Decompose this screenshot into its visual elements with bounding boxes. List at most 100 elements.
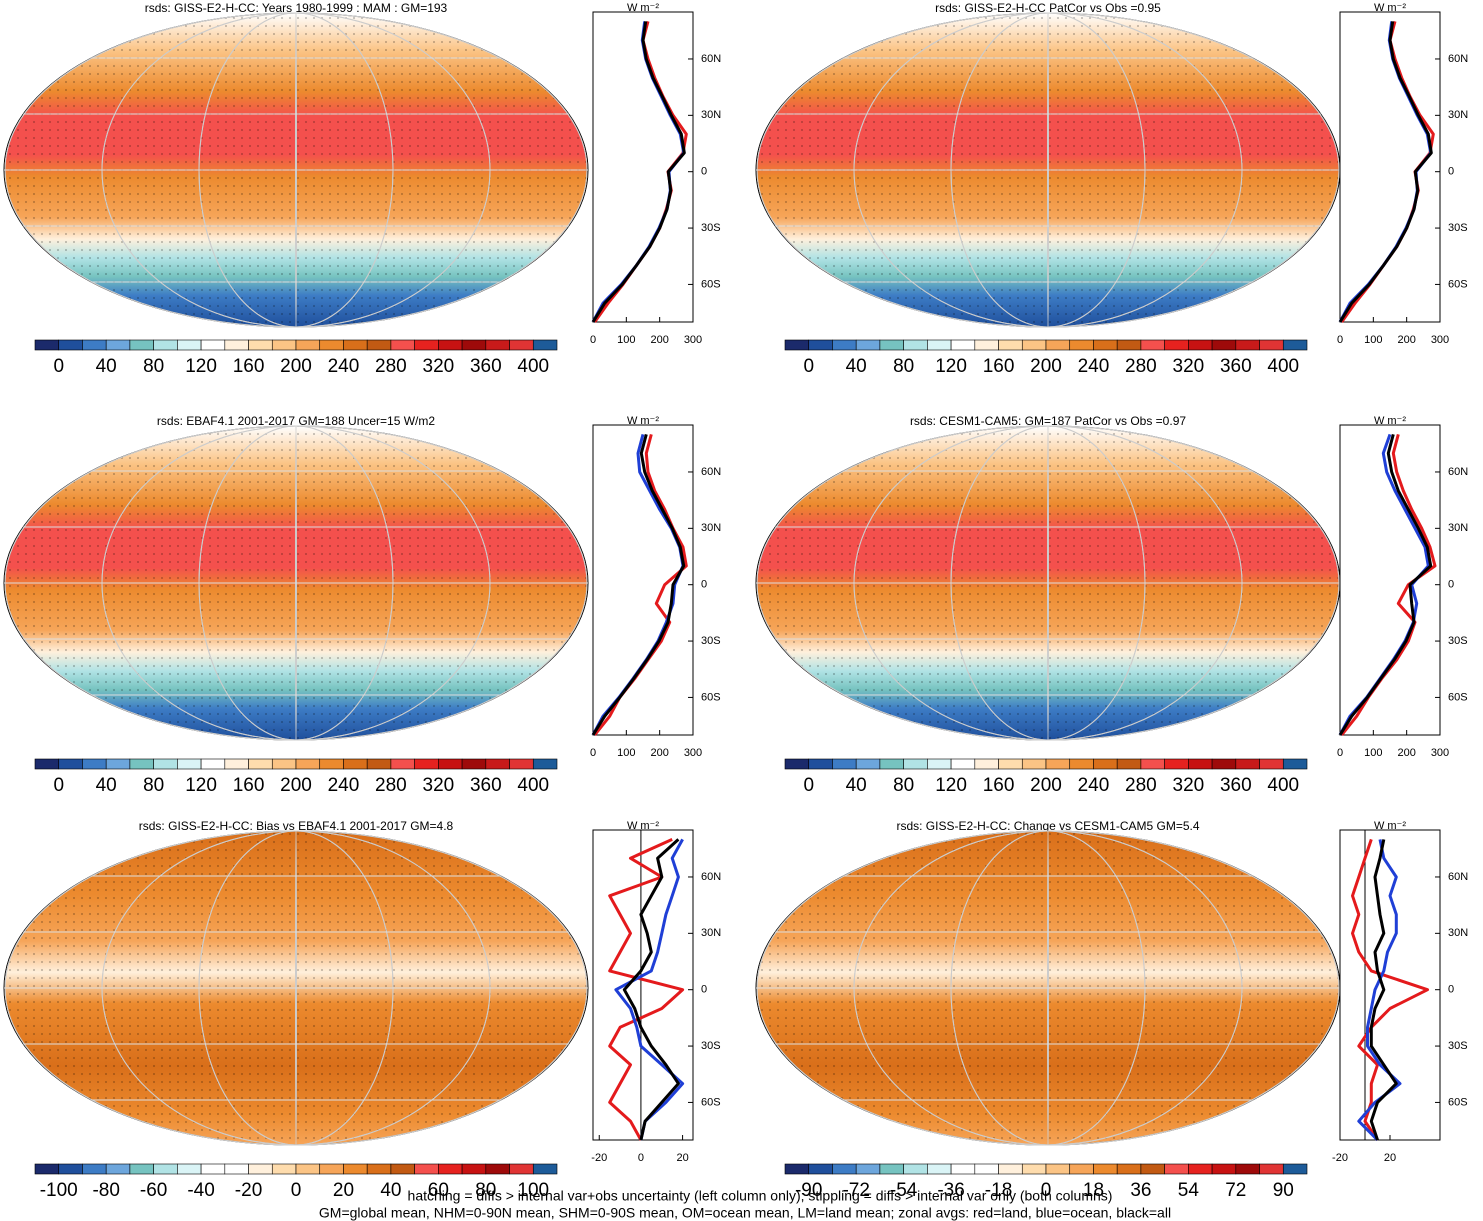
- colorbar-label: 360: [470, 775, 502, 796]
- colorbar-box: [1093, 1163, 1118, 1175]
- zonal-line: [614, 838, 685, 1141]
- colorbar-box: [1140, 339, 1165, 351]
- x-tick-label: 300: [1431, 747, 1449, 759]
- colorbar-box: [1069, 758, 1094, 770]
- colorbar-box: [34, 758, 60, 770]
- colorbar-label: 160: [983, 775, 1015, 796]
- plot-frame: [1339, 11, 1441, 323]
- colorbar-box: [1259, 758, 1284, 770]
- colorbar-box: [82, 339, 107, 351]
- colorbar-label: 280: [375, 356, 407, 377]
- y-tick-label: 0: [1448, 984, 1454, 996]
- colorbar-box: [1282, 758, 1308, 770]
- colorbar-box: [1045, 758, 1071, 770]
- y-tick-label: 30S: [1448, 1040, 1468, 1052]
- x-tick-label: 20: [676, 1152, 688, 1164]
- colorbar-box: [974, 339, 999, 351]
- colorbar-box: [950, 758, 976, 770]
- zonal-line: [622, 838, 680, 1141]
- colorbar-label: 54: [1178, 1180, 1200, 1201]
- colorbar-label: 40: [846, 356, 867, 377]
- colorbar-box: [808, 758, 833, 770]
- colorbar-box: [319, 758, 344, 770]
- colorbar-box: [248, 339, 273, 351]
- plot-frame: [1339, 424, 1441, 736]
- colorbar-box: [879, 339, 904, 351]
- x-tick-label: 200: [1397, 334, 1415, 346]
- y-tick-label: 0: [701, 579, 707, 591]
- y-tick-label: 0: [1448, 579, 1454, 591]
- x-tick-label: 100: [1364, 334, 1382, 346]
- y-tick-label: 60S: [1448, 278, 1468, 290]
- colorbar-box: [438, 758, 463, 770]
- colorbar-box: [366, 1163, 392, 1175]
- colorbar-box: [1116, 1163, 1142, 1175]
- units: W m⁻²: [627, 2, 659, 14]
- colorbar-box: [1282, 339, 1308, 351]
- colorbar-box: [224, 1163, 249, 1175]
- colorbar-label: 80: [893, 356, 914, 377]
- y-tick-label: 30N: [1448, 522, 1468, 534]
- x-tick-label: 300: [1431, 334, 1449, 346]
- colorbar-box: [295, 1163, 321, 1175]
- colorbar-box: [200, 1163, 226, 1175]
- x-tick-label: 300: [684, 334, 702, 346]
- colorbar-box: [248, 1163, 273, 1175]
- colorbar-box: [271, 758, 297, 770]
- colorbar-box: [1021, 339, 1047, 351]
- units: W m⁻²: [627, 820, 659, 832]
- zonal-line: [608, 838, 685, 1141]
- x-tick-label: 200: [1397, 747, 1415, 759]
- y-tick-label: 60S: [701, 278, 721, 290]
- colorbar-label: 240: [1078, 356, 1110, 377]
- colorbar-box: [248, 758, 273, 770]
- colorbar-label: 40: [380, 1180, 401, 1201]
- colorbar-box: [343, 339, 368, 351]
- colorbar-box: [153, 339, 178, 351]
- colorbar-box: [1021, 758, 1047, 770]
- zonal-line: [591, 21, 686, 323]
- colorbar-label: -100: [40, 1180, 78, 1201]
- x-tick-label: 0: [1337, 747, 1343, 759]
- colorbar-label: 36: [1130, 1180, 1151, 1201]
- colorbar-label: 400: [1267, 775, 1299, 796]
- y-tick-label: 60N: [701, 53, 721, 65]
- colorbar-label: 80: [143, 775, 164, 796]
- colorbar-label: 320: [423, 356, 455, 377]
- y-tick-label: 60N: [1448, 53, 1468, 65]
- colorbar-box: [1140, 1163, 1165, 1175]
- colorbar-box: [129, 1163, 154, 1175]
- x-tick-label: 200: [650, 747, 668, 759]
- colorbar-label: 240: [328, 356, 360, 377]
- colorbar-label: -80: [92, 1180, 119, 1201]
- colorbar-box: [1093, 758, 1118, 770]
- colorbar-box: [1211, 1163, 1237, 1175]
- colorbar-box: [343, 758, 368, 770]
- x-tick-label: 0: [590, 334, 596, 346]
- colorbar-box: [1093, 339, 1118, 351]
- colorbar-label: 100: [517, 1180, 549, 1201]
- colorbar-box: [438, 339, 463, 351]
- colorbar-box: [485, 339, 510, 351]
- colorbar-box: [1211, 758, 1237, 770]
- zonal-line: [593, 21, 688, 323]
- colorbar-label: 160: [233, 775, 265, 796]
- colorbar-box: [366, 339, 392, 351]
- colorbar-box: [295, 758, 321, 770]
- colorbar-label: 80: [475, 1180, 496, 1201]
- plot-frame: [1339, 829, 1441, 1141]
- colorbar-box: [808, 339, 833, 351]
- colorbar-box: [1235, 339, 1260, 351]
- colorbar-label: 360: [470, 356, 502, 377]
- colorbar-box: [461, 339, 487, 351]
- colorbar-box: [343, 1163, 368, 1175]
- zonal-line: [1340, 21, 1435, 323]
- footer-line: GM=global mean, NHM=0-90N mean, SHM=0-90…: [319, 1205, 1171, 1221]
- y-tick-label: 60S: [1448, 1096, 1468, 1108]
- colorbar-label: -18: [985, 1180, 1012, 1201]
- colorbar-box: [82, 758, 107, 770]
- colorbar-label: 280: [1125, 356, 1157, 377]
- colorbar-box: [271, 1163, 297, 1175]
- colorbar-label: -20: [235, 1180, 262, 1201]
- y-tick-label: 30S: [1448, 635, 1468, 647]
